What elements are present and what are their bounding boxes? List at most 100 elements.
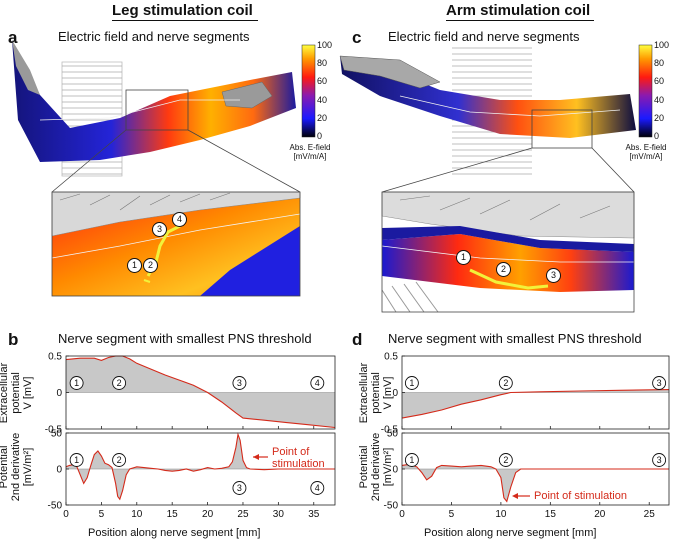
marker-c-1: 1: [456, 250, 471, 265]
cb-a-tick: 40: [317, 95, 328, 105]
cb-c-tick: 20: [654, 113, 665, 123]
ylabel-line: potential: [10, 372, 22, 414]
x-tick-label: 10: [495, 509, 507, 520]
segment-marker-label: 2: [117, 378, 122, 388]
cb-a-tick: 0: [317, 131, 323, 141]
arm-hand-mesh: [339, 55, 441, 89]
chart-d-second-derivative: 500-500 5 10 15 20 251 2 3: [384, 429, 670, 520]
segment-marker: [652, 453, 667, 467]
segment-marker: [652, 376, 667, 390]
ylabel-line: Extracellular: [358, 362, 370, 424]
y-tick-label: -50: [384, 501, 399, 512]
cb-c-tick: 0: [654, 131, 660, 141]
y-tick-label: -0.5: [45, 425, 63, 436]
leg-bone-mesh: [12, 40, 40, 95]
leg-knee-mesh: [221, 81, 273, 109]
segment-marker: [232, 481, 247, 495]
nerve-title-b: Nerve segment with smallest PNS threshol…: [58, 331, 312, 346]
segment-marker: [310, 376, 325, 390]
cb-c-tick: 40: [654, 95, 665, 105]
segment-marker-label: 3: [237, 378, 242, 388]
point-of-stimulation-d: Point of stimulation: [534, 490, 627, 502]
x-tick-label: 15: [545, 509, 557, 520]
nerve-title-d: Nerve segment with smallest PNS threshol…: [388, 331, 642, 346]
y-tick-label: -50: [48, 501, 63, 512]
series-line: [401, 389, 670, 419]
ylabel-b-top: Extracellular potential V [mV]: [0, 355, 34, 431]
arm-zoom-inset: [381, 191, 635, 313]
chart-b-second-derivative: 500-500 5 10 15 20 25 30 351 23 4: [48, 429, 336, 520]
segment-marker-label: 4: [315, 378, 320, 388]
annot-line: Point of: [272, 446, 310, 458]
marker-c-3: 3: [546, 268, 561, 283]
panel-label-b: b: [8, 330, 19, 349]
marker-a-3: 3: [152, 222, 167, 237]
chart-b-extracellular-potential: 0.5 0 -0.5 1 2 3 4: [45, 352, 336, 436]
x-tick-label: 5: [99, 509, 105, 520]
cb-c-caption-line1: Abs. E-field: [625, 143, 667, 152]
y-tick-label: 0.5: [384, 352, 398, 363]
efield-title-a: Electric field and nerve segments: [58, 29, 250, 44]
x-tick-label: 5: [449, 509, 455, 520]
segment-marker-label: 1: [74, 378, 79, 388]
series-line: [401, 464, 669, 503]
ylabel-d-top: Extracellular potential V [mV]: [358, 355, 394, 431]
marker-a-4: 4: [172, 212, 187, 227]
chart-d-extracellular-potential: 0.5 0 -0.5 1 2 3: [381, 352, 670, 436]
x-tick-label: 30: [273, 509, 285, 520]
cb-c-tick: 100: [654, 40, 670, 50]
marker-c-2: 2: [496, 262, 511, 277]
ylabel-line: V [mV]: [22, 376, 34, 410]
x-tick-label: 25: [237, 509, 249, 520]
annot-line: stimulation: [272, 458, 325, 470]
y-tick-label: -0.5: [381, 425, 399, 436]
heading-arm: Arm stimulation coil: [446, 2, 591, 19]
series-line: [65, 355, 336, 429]
cb-c-tick: 60: [654, 76, 665, 86]
efield-title-c: Electric field and nerve segments: [388, 29, 580, 44]
panel-label-c: c: [352, 28, 362, 47]
segment-marker: [112, 453, 127, 467]
x-tick-label: 25: [644, 509, 656, 520]
cb-a-caption: Abs. E-field [mV/m/A]: [284, 143, 336, 161]
leg-nerve-lines: [39, 99, 240, 121]
segment-marker: [404, 376, 419, 390]
ylabel-line: Potential: [358, 445, 370, 489]
cb-c-caption-line2: [mV/m/A]: [629, 152, 663, 161]
y-tick-label: 50: [51, 429, 63, 440]
y-tick-label: 0: [392, 465, 398, 476]
cb-a-tick: 80: [317, 58, 328, 68]
segment-marker: [498, 453, 513, 467]
cb-c-tick: 80: [654, 58, 665, 68]
cb-a-caption-line2: [mV/m/A]: [293, 152, 327, 161]
segment-marker-label: 1: [74, 455, 79, 465]
ylabel-line: V [mV]: [382, 376, 394, 410]
x-tick-label: 20: [202, 509, 214, 520]
ylabel-line: [mV/m²]: [22, 447, 34, 487]
y-tick-label: 0.5: [48, 352, 62, 363]
y-tick-label: 0: [56, 388, 62, 399]
leg-zoom-roi: [125, 89, 189, 131]
ylabel-line: 2nd derivative: [370, 432, 382, 502]
segment-marker-label: 2: [117, 455, 122, 465]
ylabel-b-bottom: Potential 2nd derivative [mV/m²]: [0, 429, 34, 505]
x-tick-label: 20: [594, 509, 606, 520]
series-line: [65, 432, 335, 501]
ylabel-line: Extracellular: [0, 362, 10, 424]
heading-arm-rule: [446, 20, 594, 21]
cb-c-caption: Abs. E-field [mV/m/A]: [620, 143, 672, 161]
ylabel-line: [mV/m²]: [382, 447, 394, 487]
y-tick-label: 0: [56, 465, 62, 476]
arm-zoom-roi: [531, 109, 593, 149]
cb-a-tick: 60: [317, 76, 328, 86]
xlabel-b: Position along nerve segment [mm]: [88, 527, 261, 539]
arm-nerve-lines: [399, 95, 621, 117]
area-fill: [402, 389, 669, 419]
ylabel-line: Potential: [0, 445, 10, 489]
y-tick-label: 50: [387, 429, 399, 440]
ylabel-line: potential: [370, 372, 382, 414]
area-fill: [66, 356, 335, 428]
segment-marker: [404, 453, 419, 467]
arm-zoom-lines: [381, 147, 635, 193]
